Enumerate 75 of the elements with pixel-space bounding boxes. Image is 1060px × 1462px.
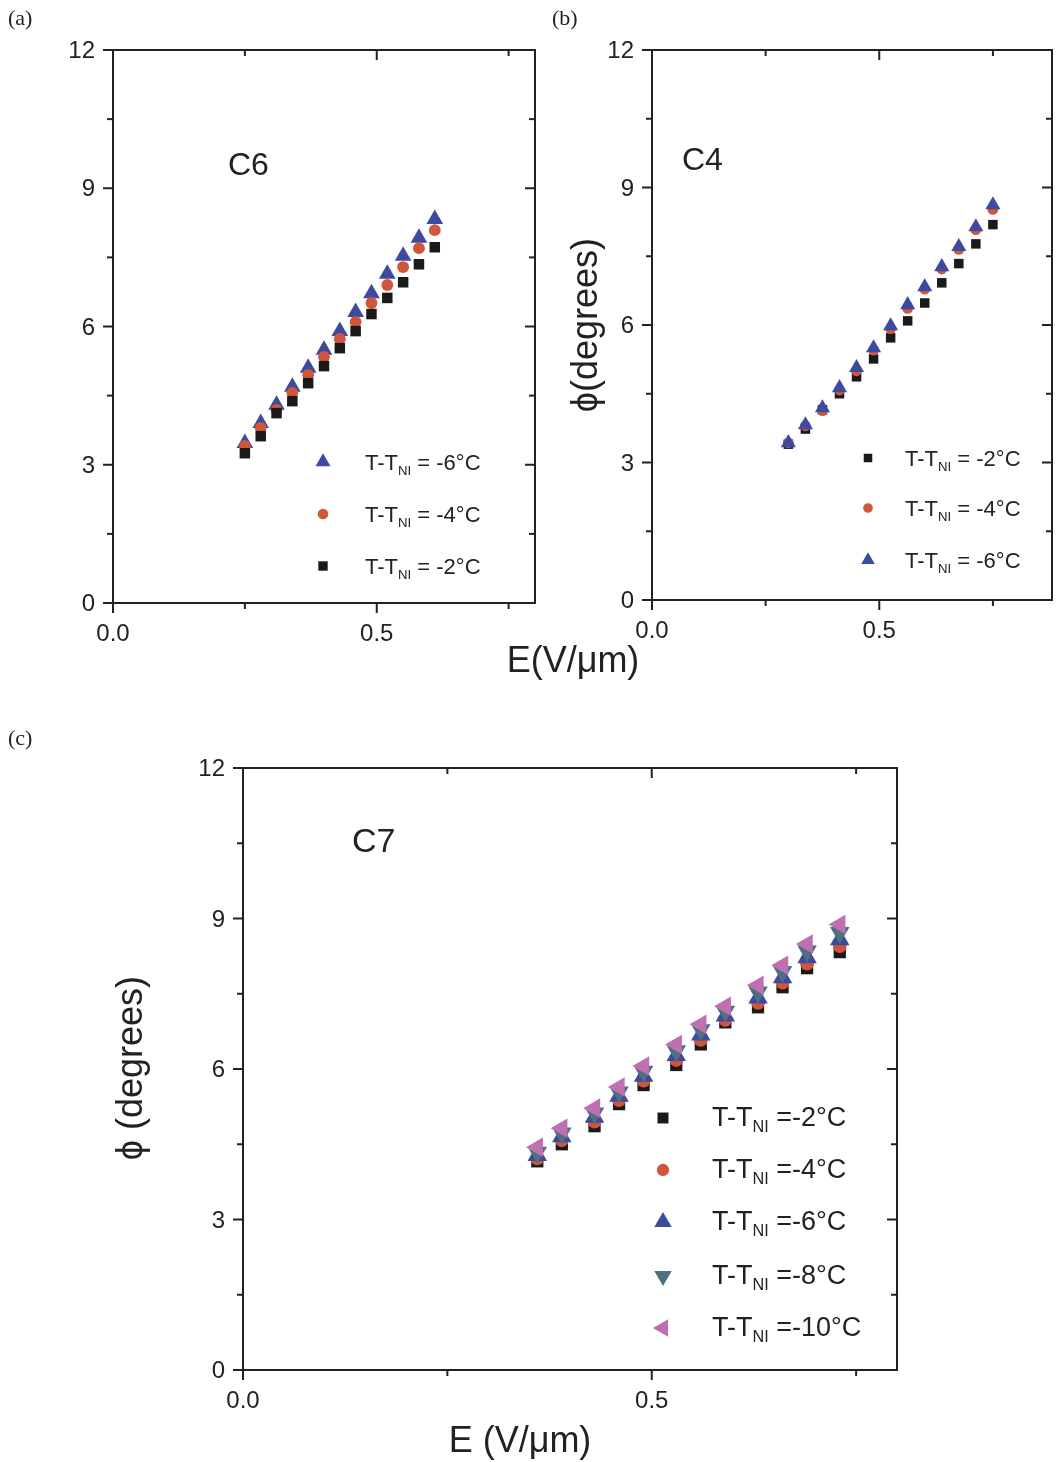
y-axis-title: ϕ (degrees) [109, 975, 150, 1161]
legend-label: T-T$_{NI}$ =-2°C [712, 1102, 847, 1135]
x-tick-label: 0.5 [862, 616, 896, 643]
y-tick-label: 3 [620, 448, 634, 476]
y-tick-label: 6 [211, 1055, 225, 1082]
point [381, 279, 394, 291]
x-tick-label: 0.0 [96, 619, 130, 646]
point [885, 333, 896, 343]
annotation: C6 [228, 146, 269, 182]
legend-label: T-T$_{NI}$ = -6°C [905, 548, 1021, 576]
y-axis-title: ϕ(degrees) [564, 237, 605, 413]
point [428, 224, 441, 237]
y-tick-label: 12 [68, 36, 95, 63]
legend-label: T-T$_{NI}$ =-6°C [712, 1206, 847, 1239]
point [365, 297, 378, 309]
point [797, 416, 813, 430]
legend-label: T-T$_{NI}$ = -6°C [365, 450, 481, 478]
point [954, 258, 964, 269]
annotation: C7 [352, 821, 396, 859]
text: (c) [8, 725, 33, 750]
point [366, 308, 377, 320]
point [985, 196, 1001, 210]
point [255, 430, 266, 442]
y-tick-label: 3 [81, 450, 95, 478]
point [919, 298, 930, 308]
point [429, 241, 441, 253]
point [397, 277, 409, 288]
x-axis-title: E (V/μm) [448, 1419, 592, 1460]
legend-label: T-T$_{NI}$ =-10°C [712, 1312, 862, 1345]
annotation: C4 [682, 141, 723, 177]
point [350, 325, 361, 337]
point [239, 447, 251, 459]
point [814, 399, 831, 413]
y-tick-label: 6 [620, 311, 634, 338]
point [302, 377, 314, 389]
point [968, 218, 984, 232]
y-tick-label: 9 [211, 904, 225, 932]
point [988, 219, 998, 230]
y-tick-label: 9 [620, 173, 634, 201]
point [902, 316, 913, 326]
text: (a) [8, 5, 33, 30]
x-tick-label: 0.0 [226, 1386, 260, 1413]
point [413, 259, 425, 270]
point [382, 292, 393, 304]
point [868, 354, 879, 364]
point [971, 239, 981, 249]
point [831, 379, 848, 393]
legend-label: T-T$_{NI}$ = -4°C [365, 502, 481, 530]
point [866, 339, 882, 353]
y-tick-label: 0 [81, 589, 95, 616]
legend-label: T-T$_{NI}$ =-4°C [712, 1154, 847, 1187]
legend-label: T-T$_{NI}$ =-8°C [712, 1260, 847, 1293]
point [900, 296, 916, 310]
point [934, 258, 950, 272]
text: (b) [552, 5, 578, 30]
y-tick-label: 12 [607, 36, 634, 63]
point [287, 395, 298, 407]
point [937, 278, 947, 288]
point [883, 317, 899, 331]
point [413, 242, 425, 255]
y-tick-label: 0 [620, 586, 634, 613]
x-tick-label: 0.5 [635, 1386, 669, 1413]
y-tick-label: 6 [81, 312, 95, 340]
y-tick-label: 12 [198, 754, 225, 781]
point [397, 261, 410, 273]
y-tick-label: 9 [81, 174, 95, 202]
legend-label: T-T$_{NI}$ = -4°C [905, 496, 1021, 524]
point [318, 360, 330, 372]
point [334, 342, 346, 354]
legend-label: T-T$_{NI}$ = -2°C [365, 554, 481, 582]
x-tick-label: 0.5 [360, 619, 394, 646]
y-tick-label: 0 [211, 1356, 225, 1383]
legend-label: T-T$_{NI}$ = -2°C [905, 446, 1021, 474]
point [917, 278, 933, 292]
y-tick-label: 3 [211, 1205, 225, 1233]
